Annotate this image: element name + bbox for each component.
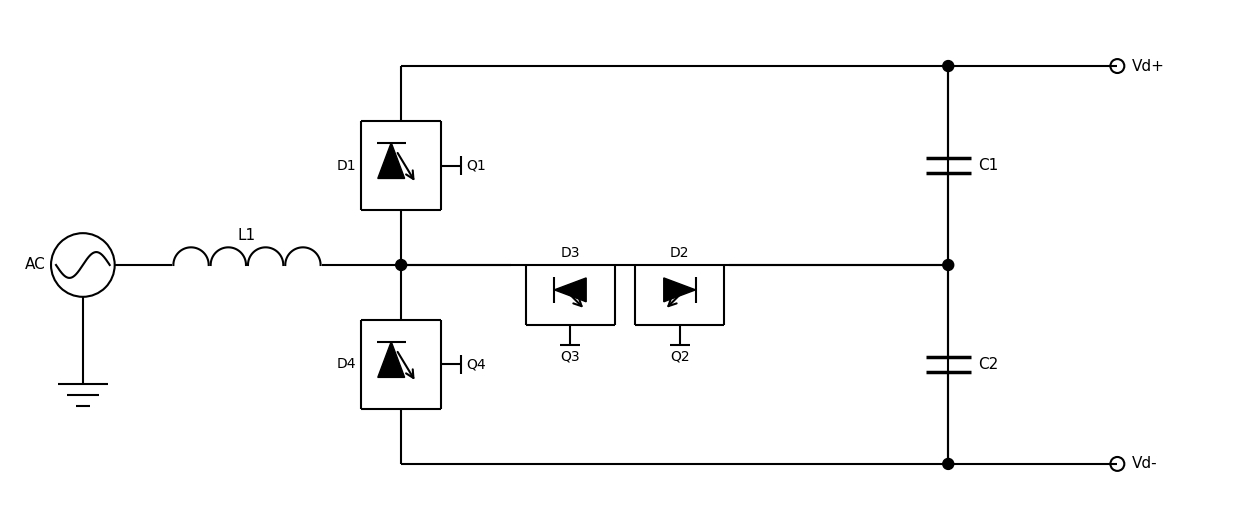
Text: Vd-: Vd- [1132,456,1158,471]
Polygon shape [378,342,404,377]
Text: Q3: Q3 [560,350,580,363]
Text: D3: D3 [560,246,580,260]
Text: D4: D4 [337,358,356,372]
Text: Vd+: Vd+ [1132,59,1166,74]
Text: AC: AC [25,257,46,272]
Circle shape [942,60,954,71]
Text: Q2: Q2 [670,350,689,363]
Text: Q4: Q4 [466,358,485,372]
Circle shape [942,259,954,270]
Circle shape [396,259,407,270]
Polygon shape [663,278,696,302]
Text: D2: D2 [670,246,689,260]
Text: C1: C1 [978,158,999,173]
Text: L1: L1 [238,228,255,243]
Circle shape [942,458,954,469]
Text: C2: C2 [978,357,999,372]
Polygon shape [378,143,404,178]
Text: D1: D1 [337,159,356,173]
Text: Q1: Q1 [466,159,486,173]
Polygon shape [554,278,587,302]
